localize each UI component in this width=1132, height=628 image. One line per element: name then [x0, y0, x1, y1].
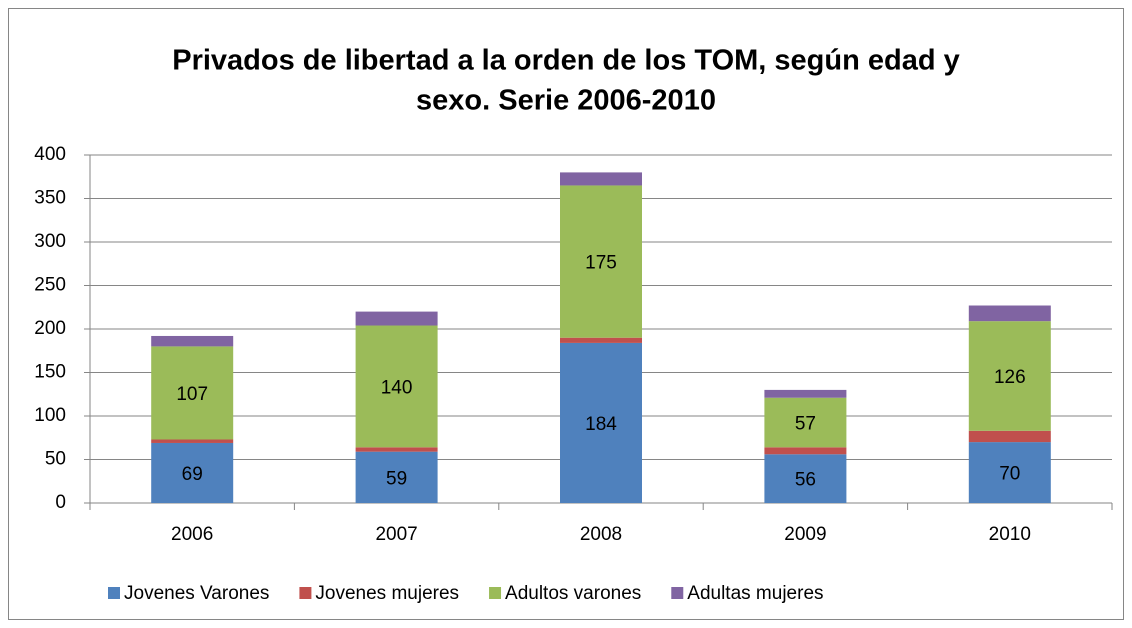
y-tick-label: 350 — [34, 188, 66, 209]
bar-segment — [560, 185, 642, 338]
data-label: 107 — [176, 384, 208, 405]
data-label: 140 — [381, 377, 413, 398]
bar-segment — [764, 454, 847, 503]
bar-segment — [968, 305, 1051, 322]
chart-title: Privados de libertad a la orden de los T… — [172, 45, 960, 77]
bar-segment — [560, 342, 642, 503]
bar-segment — [151, 439, 234, 443]
y-tick-label: 150 — [34, 362, 66, 383]
bar-segment — [151, 335, 234, 347]
x-tick-label: 2007 — [375, 524, 417, 545]
data-label: 59 — [386, 468, 407, 489]
legend-label: Adultos varones — [505, 583, 641, 604]
legend-swatch — [489, 587, 502, 599]
data-label: 70 — [999, 464, 1020, 485]
legend-swatch — [299, 587, 312, 599]
bar-segment — [560, 337, 642, 343]
data-label: 184 — [585, 414, 617, 435]
x-tick-label: 2009 — [784, 524, 826, 545]
chart-title: sexo. Serie 2006-2010 — [416, 85, 716, 117]
bar-segment — [968, 321, 1051, 431]
bar-segment — [355, 311, 438, 326]
bar-segment — [355, 451, 438, 503]
data-label: 56 — [795, 470, 816, 491]
legend-swatch — [671, 587, 684, 599]
x-tick-label: 2006 — [171, 524, 213, 545]
bar-segment — [968, 442, 1051, 503]
x-tick-label: 2010 — [989, 524, 1031, 545]
legend-label: Adultas mujeres — [687, 583, 823, 604]
bar-segment — [764, 389, 847, 398]
y-tick-label: 0 — [55, 492, 66, 513]
bar-segment — [151, 346, 234, 440]
y-tick-label: 300 — [34, 231, 66, 252]
bar-segment — [764, 447, 847, 455]
data-label: 57 — [795, 414, 816, 435]
data-label: 175 — [585, 253, 617, 274]
legend-label: Jovenes Varones — [124, 583, 269, 604]
bar-segment — [764, 397, 847, 448]
y-tick-label: 100 — [34, 405, 66, 426]
y-tick-label: 400 — [34, 144, 66, 165]
data-label: 69 — [182, 464, 203, 485]
legend-swatch — [108, 587, 120, 599]
legend-label: Jovenes mujeres — [315, 583, 459, 604]
bar-segment — [151, 442, 234, 503]
bar-segment — [355, 447, 438, 452]
bar-segment — [560, 172, 642, 186]
y-tick-label: 200 — [34, 318, 66, 339]
bar-segment — [355, 325, 438, 448]
x-tick-label: 2008 — [580, 524, 622, 545]
bar-segment — [968, 430, 1051, 443]
data-label: 126 — [994, 367, 1026, 388]
y-tick-label: 50 — [45, 449, 66, 470]
y-tick-label: 250 — [34, 275, 66, 296]
